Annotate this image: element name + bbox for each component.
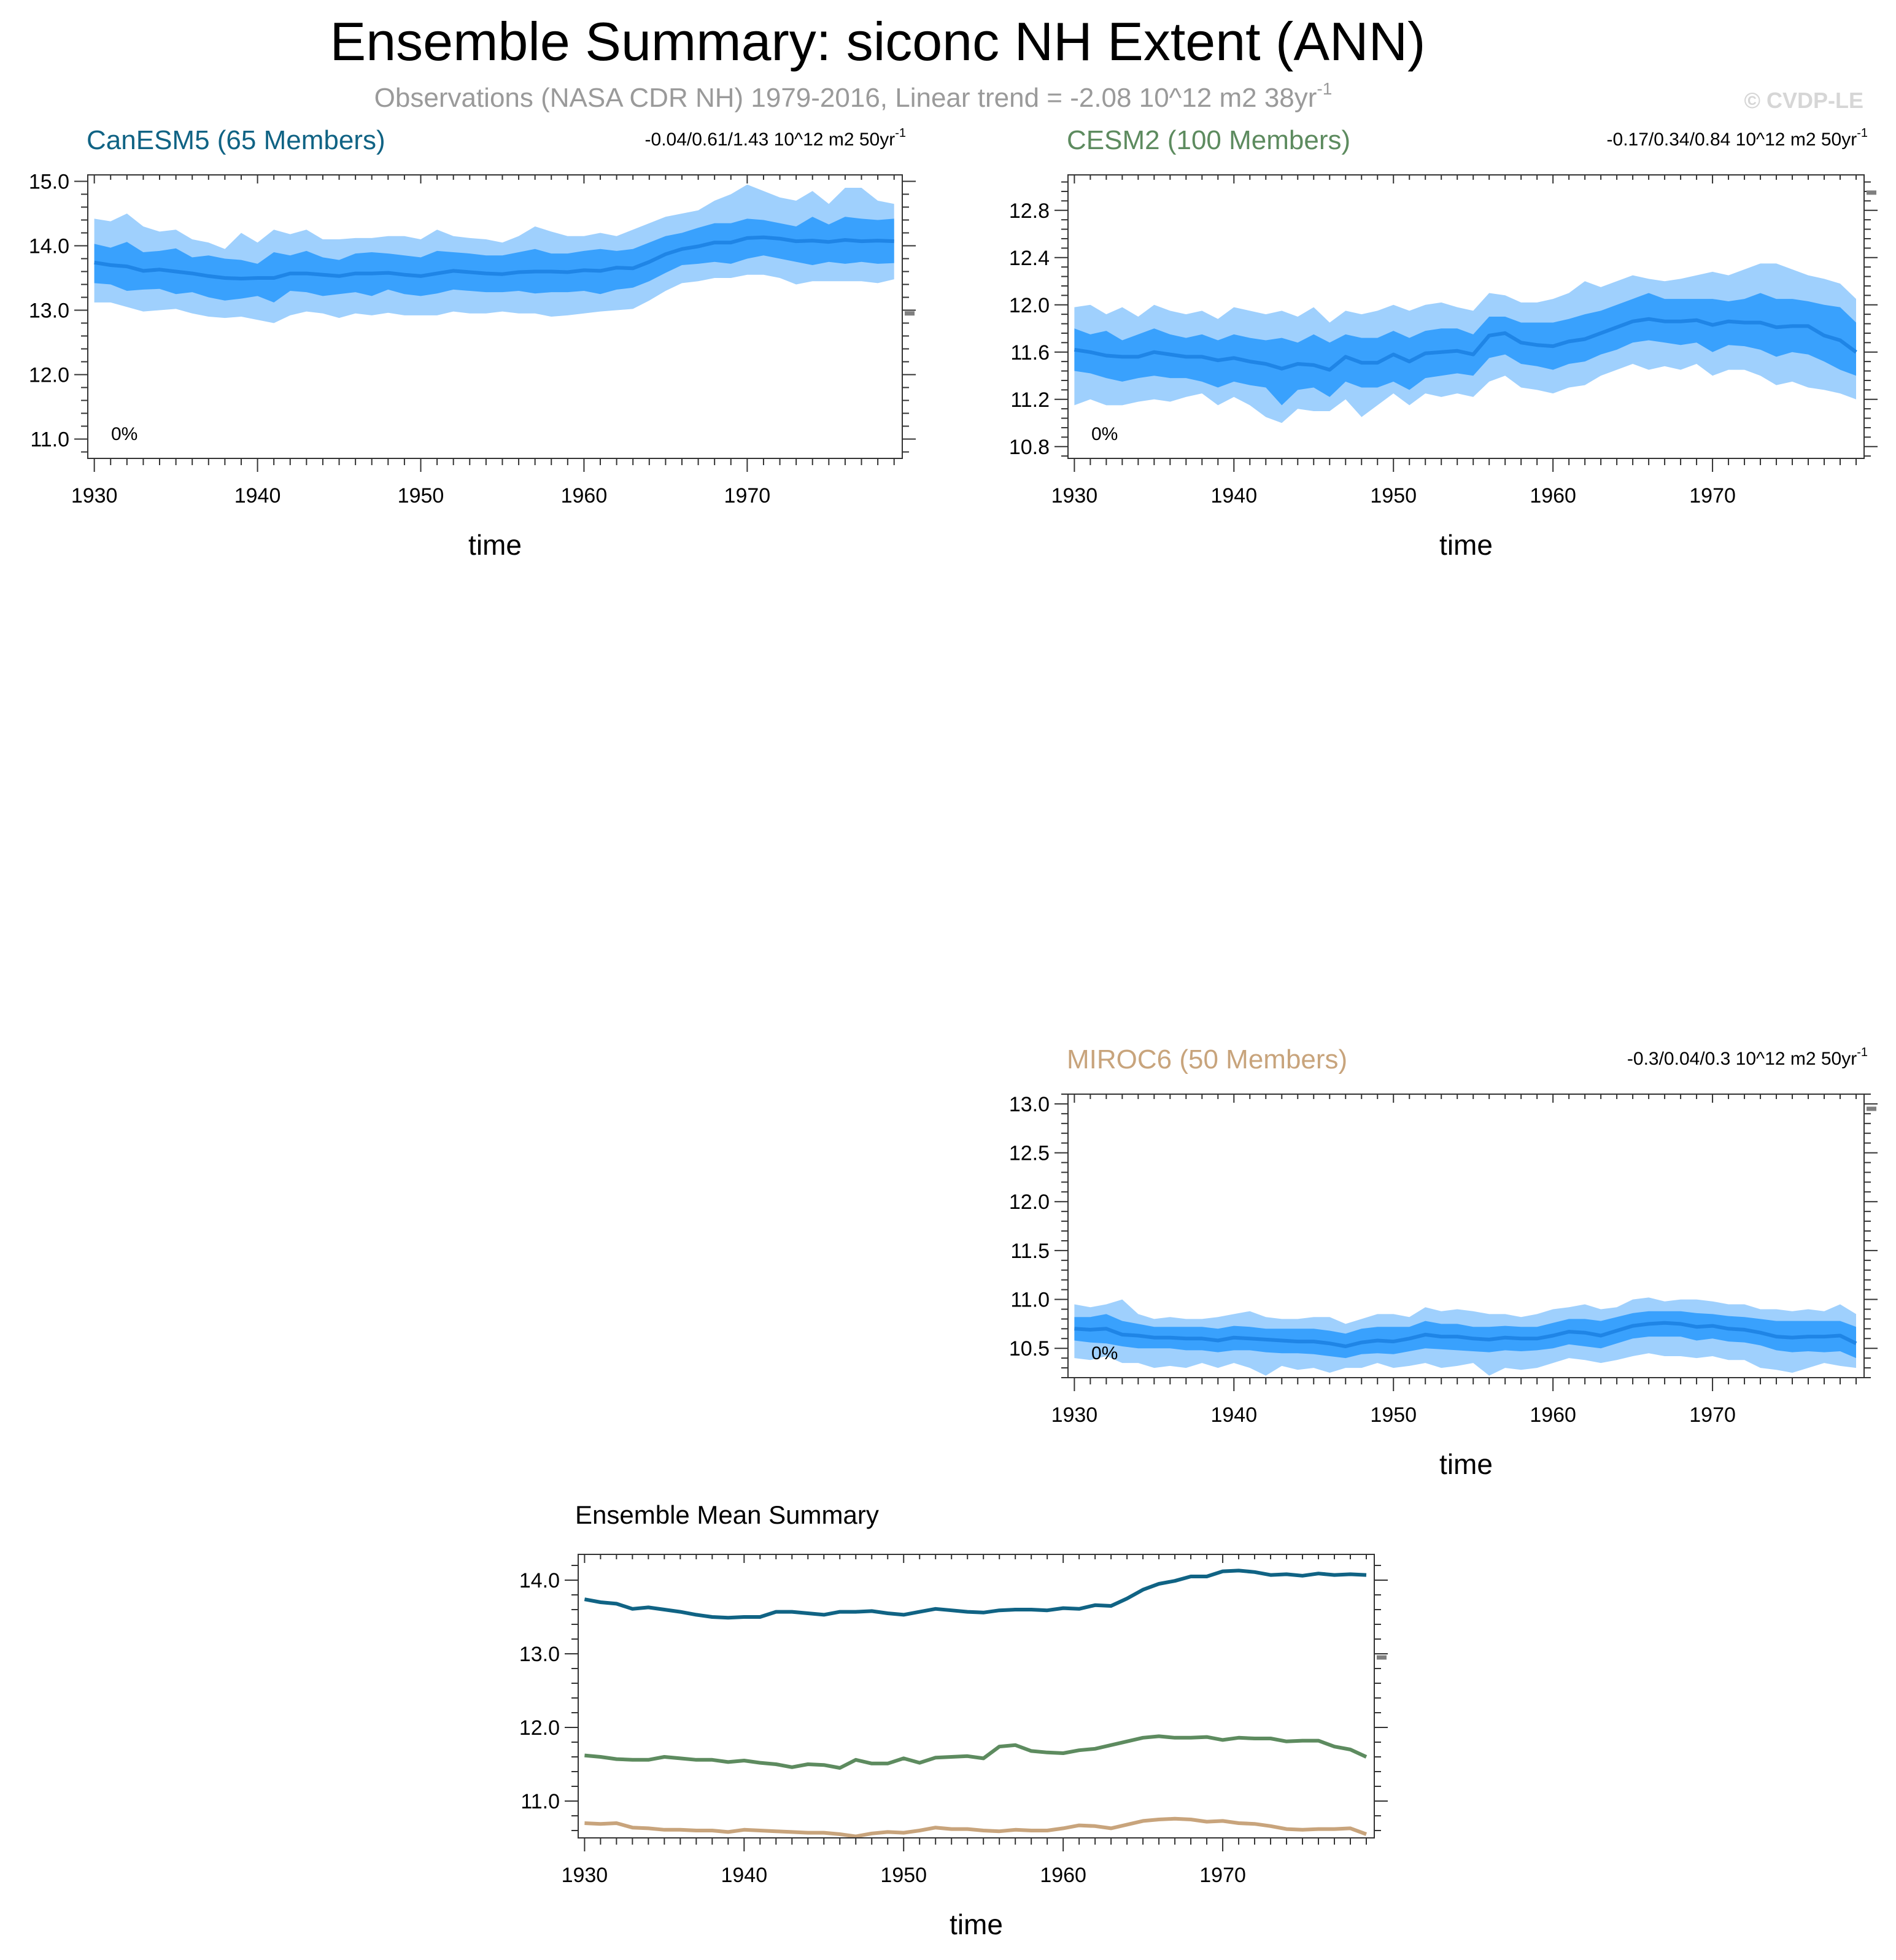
cesm2-trend-sup: -1 <box>1857 126 1868 140</box>
miroc6-trend-main: -0.3/0.04/0.3 10^12 m2 50yr <box>1627 1049 1857 1069</box>
ensemble-mean-series-line-0 <box>584 1568 1367 1620</box>
miroc6-ytick-label: 11.0 <box>1010 1289 1050 1312</box>
canesm5-inner-band <box>94 217 894 303</box>
cesm2-ytick-label: 12.4 <box>1009 247 1050 270</box>
ensemble-mean-xtick-label: 1930 <box>562 1864 608 1887</box>
miroc6-frame <box>1067 1094 1865 1378</box>
copyright-label: © CVDP-LE <box>1744 88 1863 113</box>
ensemble-mean-series-line-2 <box>584 1816 1368 1838</box>
figure-subtitle-sup: -1 <box>1317 79 1332 98</box>
ensemble-mean-ytick-label: 12.0 <box>519 1716 560 1740</box>
cesm2-plot-area <box>1074 263 1857 423</box>
miroc6-trend-sup: -1 <box>1857 1046 1868 1059</box>
figure-subtitle: Observations (NASA CDR NH) 1979-2016, Li… <box>374 79 1333 113</box>
miroc6-ytick-label: 12.5 <box>1009 1142 1050 1165</box>
miroc6-ytick-label: 12.0 <box>1009 1190 1050 1214</box>
canesm5-ytick-label: 12.0 <box>29 364 69 387</box>
cesm2-xtick-label: 1970 <box>1689 484 1736 507</box>
cesm2-frame <box>1067 174 1865 459</box>
ensemble-mean-ytick-label: 13.0 <box>519 1643 560 1666</box>
canesm5-panel-title: CanESM5 (65 Members) <box>87 125 385 155</box>
canesm5-xtick-label: 1970 <box>724 484 771 507</box>
miroc6-xtick-label: 1970 <box>1689 1403 1736 1427</box>
cesm2-xtick-label: 1940 <box>1210 484 1257 507</box>
cesm2-ytick-label: 10.8 <box>1009 436 1050 459</box>
miroc6-xtick-label: 1960 <box>1530 1403 1576 1427</box>
figure-subtitle-main: Observations (NASA CDR NH) 1979-2016, Li… <box>374 83 1317 113</box>
canesm5-ytick-label: 13.0 <box>29 299 69 323</box>
cesm2-ytick-label: 12.0 <box>1009 294 1050 317</box>
canesm5-xtick-label: 1950 <box>398 484 444 507</box>
cesm2-trend-main: -0.17/0.34/0.84 10^12 m2 50yr <box>1607 129 1857 150</box>
figure-title: Ensemble Summary: siconc NH Extent (ANN) <box>330 11 1426 72</box>
miroc6-percent-label: 0% <box>1091 1343 1118 1364</box>
miroc6-plot-area <box>1074 1297 1857 1376</box>
miroc6-mean-line <box>1074 1321 1857 1348</box>
ensemble-mean-panel-title: Ensemble Mean Summary <box>575 1500 879 1529</box>
miroc6-xtick-label: 1940 <box>1210 1403 1257 1427</box>
canesm5-frame <box>87 174 903 459</box>
ensemble-mean-xtick-label: 1940 <box>721 1864 767 1887</box>
ensemble-mean-plot-area <box>584 1568 1368 1838</box>
canesm5-ytick-label: 11.0 <box>30 428 69 452</box>
canesm5-xaxis-title: time <box>468 529 522 561</box>
miroc6-ytick-label: 11.5 <box>1010 1240 1050 1263</box>
canesm5-xtick-label: 1960 <box>561 484 608 507</box>
cesm2-xtick-label: 1950 <box>1370 484 1417 507</box>
cesm2-panel-title: CESM2 (100 Members) <box>1067 125 1350 155</box>
miroc6-xaxis-title: time <box>1439 1448 1493 1480</box>
cesm2-ytick-label: 12.8 <box>1009 199 1050 223</box>
ensemble-mean-xtick-label: 1960 <box>1040 1864 1086 1887</box>
canesm5-ytick-label: 15.0 <box>29 171 69 194</box>
canesm5-ytick-label: 14.0 <box>29 235 69 258</box>
ensemble-mean-series-line-1 <box>584 1734 1368 1770</box>
ensemble-mean-xaxis-title: time <box>950 1908 1003 1940</box>
panel-ensemble-mean: 1930 1940 1950 1960 1970 11.0 12.0 13.0 14.0 time… <box>519 1500 1388 1940</box>
canesm5-mean-line <box>94 235 894 280</box>
canesm5-percent-label: 0% <box>111 424 137 444</box>
ensemble-mean-frame <box>578 1554 1375 1838</box>
cesm2-ytick-label: 11.2 <box>1010 388 1050 412</box>
miroc6-ytick-label: 13.0 <box>1009 1093 1050 1116</box>
cesm2-trend-label: -0.17/0.34/0.84 10^12 m2 50yr-1 <box>1607 126 1868 150</box>
ensemble-mean-ytick-label: 11.0 <box>520 1790 560 1813</box>
miroc6-xtick-label: 1950 <box>1370 1403 1417 1427</box>
cesm2-ytick-label: 11.6 <box>1010 341 1050 365</box>
cesm2-xtick-label: 1960 <box>1530 484 1576 507</box>
panel-canesm5: 1930 1940 1950 1960 1970 11.0 12.0 13.0 14.0 15.0… <box>29 125 916 561</box>
cesm2-percent-label: 0% <box>1091 424 1118 444</box>
panel-miroc6: 1930 1940 1950 1960 1970 10.5 11.0 11.5 12.0 12.5… <box>1009 1044 1878 1480</box>
canesm5-plot-area <box>94 184 894 323</box>
canesm5-xtick-label: 1930 <box>71 484 118 507</box>
cesm2-xaxis-title: time <box>1439 529 1493 561</box>
cesm2-xtick-label: 1930 <box>1051 484 1098 507</box>
ensemble-mean-xtick-label: 1950 <box>880 1864 927 1887</box>
miroc6-panel-title: MIROC6 (50 Members) <box>1067 1044 1347 1075</box>
canesm5-trend-main: -0.04/0.61/1.43 10^12 m2 50yr <box>645 129 896 150</box>
panel-cesm2: 1930 1940 1950 1960 1970 10.8 11.2 11.6 12.0 12.4… <box>1009 125 1878 561</box>
miroc6-trend-label: -0.3/0.04/0.3 10^12 m2 50yr-1 <box>1627 1046 1868 1069</box>
miroc6-xtick-label: 1930 <box>1051 1403 1098 1427</box>
canesm5-trend-sup: -1 <box>895 126 906 140</box>
ensemble-mean-ytick-label: 14.0 <box>519 1569 560 1592</box>
ensemble-mean-xtick-label: 1970 <box>1199 1864 1246 1887</box>
canesm5-xtick-label: 1940 <box>234 484 281 507</box>
canesm5-trend-label: -0.04/0.61/1.43 10^12 m2 50yr-1 <box>645 126 906 150</box>
miroc6-ytick-label: 10.5 <box>1009 1337 1050 1360</box>
cesm2-mean-line <box>1074 317 1857 372</box>
